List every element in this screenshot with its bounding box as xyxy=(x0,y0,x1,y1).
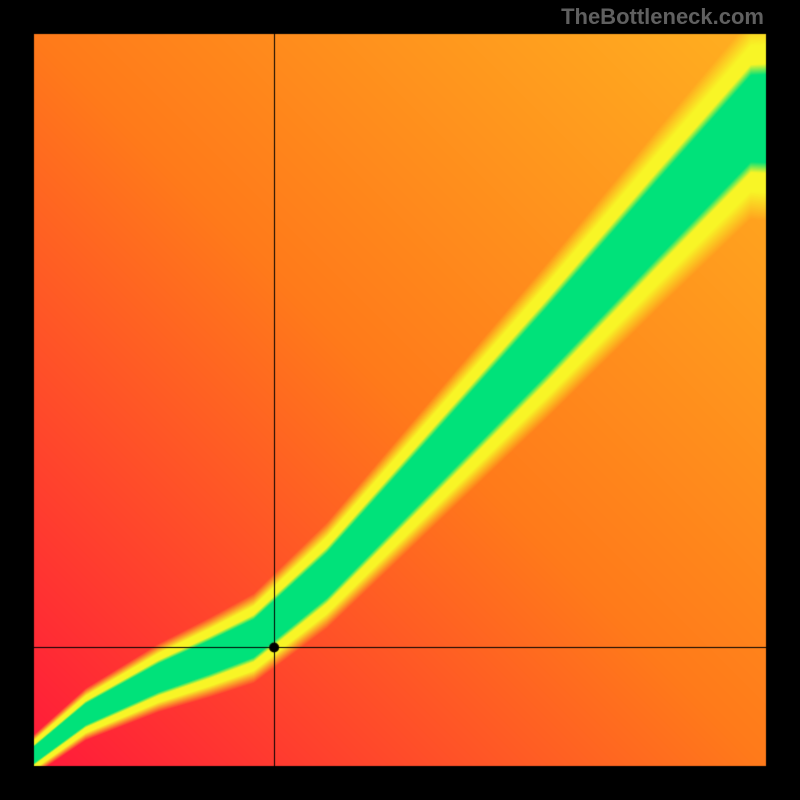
watermark-text: TheBottleneck.com xyxy=(561,4,764,30)
chart-container: TheBottleneck.com xyxy=(0,0,800,800)
heatmap-canvas xyxy=(0,0,800,800)
